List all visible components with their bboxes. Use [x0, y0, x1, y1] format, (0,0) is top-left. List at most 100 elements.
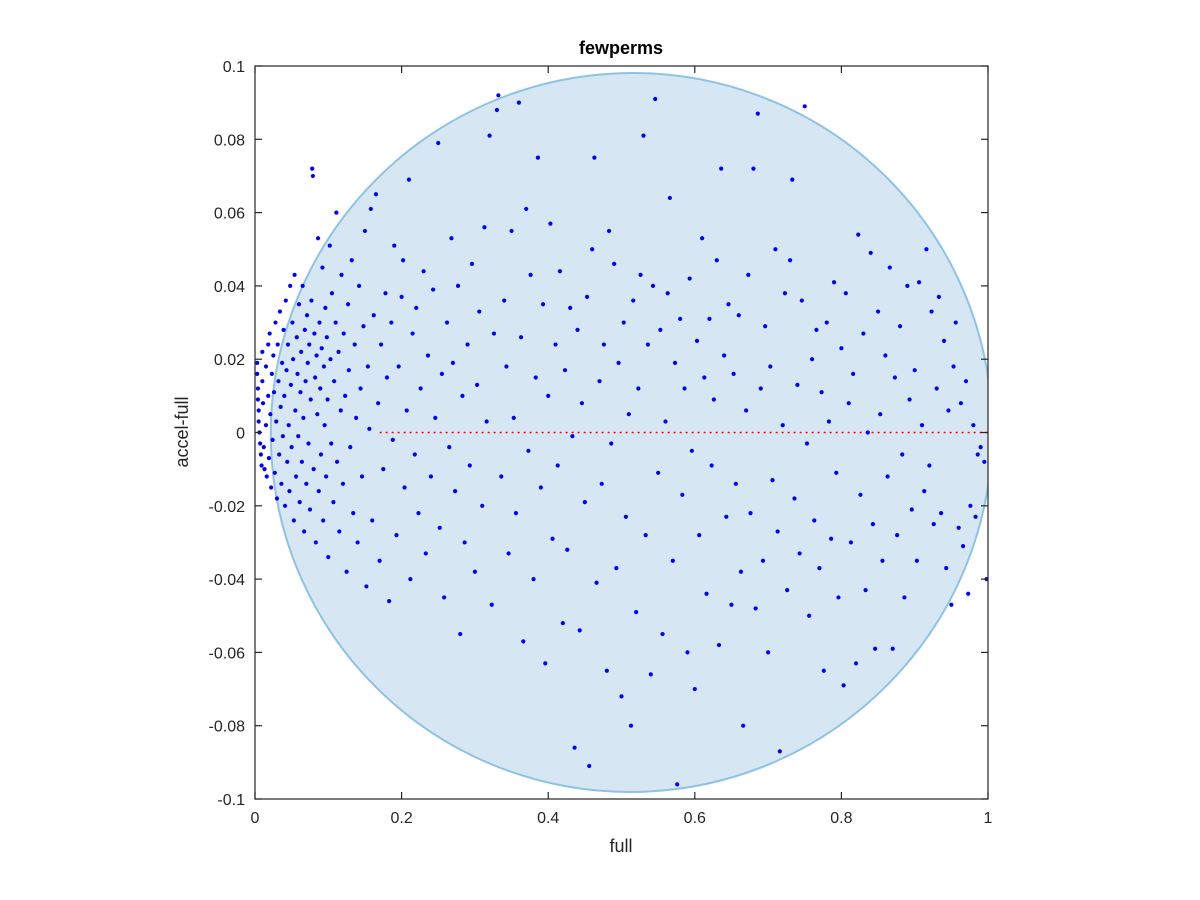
data-point	[399, 294, 404, 299]
data-point	[392, 243, 397, 248]
data-point	[958, 401, 963, 406]
y-tick-label: 0.02	[214, 352, 245, 369]
data-point	[675, 782, 680, 787]
data-point	[678, 316, 683, 321]
y-axis-label: accel-full	[172, 396, 192, 467]
data-point	[345, 302, 351, 307]
data-point	[722, 353, 727, 358]
data-point	[371, 313, 376, 318]
data-point	[266, 393, 271, 398]
data-point	[829, 536, 834, 541]
data-point	[311, 467, 316, 472]
data-point	[305, 360, 310, 365]
data-point	[648, 672, 653, 677]
data-point	[590, 247, 595, 252]
data-point	[296, 434, 301, 439]
data-point	[568, 305, 573, 310]
data-point	[843, 291, 848, 296]
data-point	[332, 379, 337, 384]
data-point	[900, 452, 905, 457]
data-point	[368, 206, 373, 212]
data-point	[526, 448, 531, 453]
data-point	[334, 210, 339, 215]
data-point	[883, 353, 888, 358]
data-point	[533, 375, 538, 380]
data-point	[614, 566, 619, 571]
data-point	[396, 364, 401, 369]
data-point	[351, 511, 356, 516]
data-point	[892, 375, 898, 380]
data-point	[313, 375, 318, 380]
data-point	[577, 628, 582, 633]
data-point	[286, 423, 291, 428]
data-point	[356, 283, 362, 288]
data-point	[277, 309, 283, 314]
x-tick-label: 0.4	[537, 810, 559, 827]
data-point	[487, 133, 492, 138]
data-point	[477, 309, 482, 314]
data-point	[400, 258, 406, 263]
data-point	[785, 587, 790, 593]
data-point	[271, 353, 276, 358]
data-point	[623, 514, 628, 519]
data-point	[934, 386, 939, 391]
data-point	[362, 228, 368, 234]
data-point	[423, 551, 428, 556]
data-point	[736, 313, 741, 318]
data-point	[665, 291, 670, 296]
data-point	[318, 452, 324, 457]
data-point	[763, 324, 768, 329]
data-point	[626, 412, 631, 417]
data-point	[266, 342, 271, 347]
y-tick-label: -0.02	[209, 499, 246, 516]
data-point	[290, 320, 295, 325]
data-point	[310, 166, 315, 171]
data-point	[296, 302, 302, 307]
data-point	[341, 331, 346, 336]
data-point	[579, 401, 585, 406]
data-point	[337, 529, 342, 534]
data-point	[308, 397, 313, 402]
data-point	[285, 342, 291, 347]
data-point	[672, 360, 678, 365]
data-point	[861, 331, 866, 336]
data-point	[307, 342, 312, 347]
data-point	[499, 474, 504, 479]
data-point	[753, 606, 758, 611]
data-point	[831, 280, 837, 285]
data-point	[263, 364, 269, 369]
data-point	[966, 591, 971, 596]
data-point	[656, 470, 661, 475]
data-point	[575, 327, 580, 332]
y-tick-label: 0.1	[223, 59, 245, 76]
data-point	[329, 441, 334, 446]
y-tick-label: -0.06	[209, 645, 246, 662]
data-point	[258, 452, 263, 457]
data-point	[619, 694, 624, 699]
data-point	[506, 551, 511, 556]
data-point	[264, 474, 269, 479]
data-point	[834, 470, 839, 475]
data-point	[433, 415, 438, 420]
data-point	[795, 382, 800, 387]
data-point	[746, 272, 751, 278]
data-point	[302, 327, 307, 332]
data-point	[875, 309, 881, 314]
data-point	[531, 577, 536, 582]
data-point	[444, 320, 450, 325]
data-point	[650, 283, 656, 288]
data-point	[460, 393, 465, 398]
data-point	[890, 646, 895, 651]
data-point	[524, 206, 529, 212]
data-point	[428, 474, 434, 479]
data-point	[841, 683, 846, 688]
data-point	[584, 294, 590, 299]
data-point	[821, 668, 826, 673]
data-point	[504, 364, 509, 369]
y-tick-label: -0.04	[209, 572, 246, 589]
data-point	[941, 338, 947, 343]
data-point	[502, 298, 507, 303]
data-point	[601, 342, 607, 347]
data-point	[812, 518, 817, 523]
data-point	[453, 489, 458, 494]
